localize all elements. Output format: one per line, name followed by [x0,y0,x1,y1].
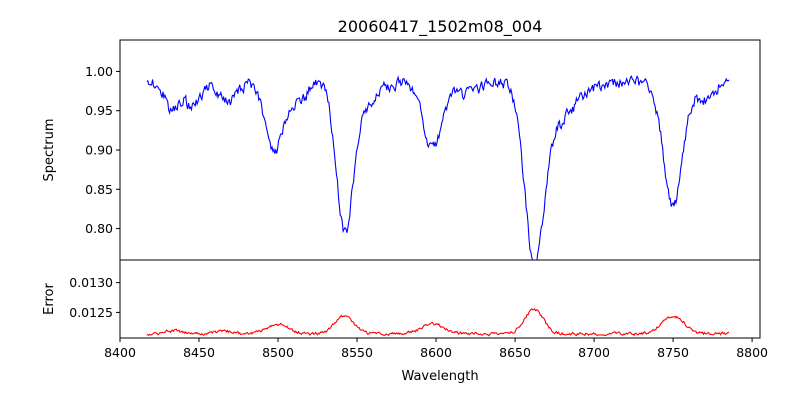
error-series-line [146,308,730,337]
spectrum-panel: 0.80 0.85 0.90 0.95 1.00 Spectrum [42,39,761,261]
x-tick-label: 8400 [104,345,136,360]
x-tick-label: 8750 [657,345,689,360]
spectrum-y-tick-label: 0.95 [85,103,113,118]
error-y-axis-title: Error [42,283,57,315]
x-tick-label: 8800 [736,345,768,360]
spectrum-plot-frame [119,39,761,261]
x-tick-label: 8550 [341,345,373,360]
chart-title: 20060417_1502m08_004 [338,17,543,37]
spectrum-y-tick-label: 0.80 [85,221,113,236]
spectrum-series-line [146,74,730,260]
spectrum-y-axis-title: Spectrum [42,119,57,182]
spectrum-y-tick-label: 1.00 [85,64,113,79]
spectrum-y-tick-label: 0.85 [85,182,113,197]
x-axis-title: Wavelength [401,369,478,384]
error-plot-frame [119,259,761,339]
error-y-tick-label: 0.0125 [69,305,113,320]
x-tick-label: 8650 [499,345,531,360]
x-tick-label: 8500 [262,345,294,360]
spectrum-y-tick-label: 0.90 [85,143,113,158]
x-tick-label: 8600 [420,345,452,360]
error-panel: 0.0125 0.0130 Error [42,259,761,339]
x-axis: 8400 8450 8500 8550 8600 8650 8700 8750 8800 [104,338,768,360]
error-y-tick-label: 0.0130 [69,275,113,290]
x-tick-label: 8450 [183,345,215,360]
x-tick-label: 8700 [578,345,610,360]
